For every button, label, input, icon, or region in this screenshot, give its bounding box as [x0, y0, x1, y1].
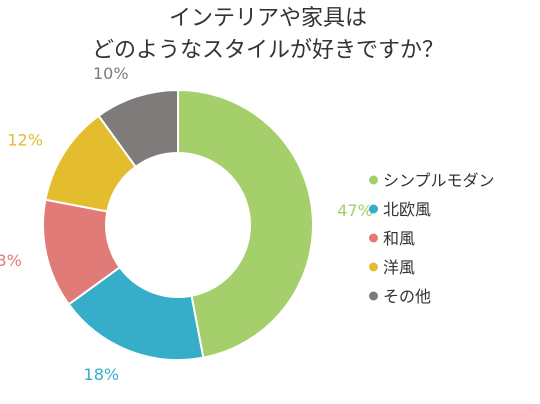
chart-title-line-1: インテリアや家具は	[169, 6, 367, 31]
value-label-1: 47%	[337, 201, 373, 220]
value-label-3: 13%	[0, 251, 22, 270]
legend-label-3: 和風	[383, 229, 415, 248]
slice-5	[97, 88, 179, 169]
value-labels-group: 47% 18% 13% 12% 10%	[0, 64, 373, 384]
value-label-5: 10%	[93, 64, 129, 83]
legend-marker-1	[369, 175, 378, 185]
legend-marker-3	[369, 233, 378, 243]
legend-marker-2	[369, 204, 378, 214]
slices-group	[42, 88, 314, 361]
value-label-2: 18%	[84, 365, 120, 384]
legend-label-1: シンプルモダン	[383, 171, 495, 190]
legend-label-4: 洋風	[383, 258, 415, 277]
legend-marker-5	[369, 291, 378, 301]
chart-title-line-2: どのようなスタイルが好きですか？	[92, 38, 444, 63]
slice-1	[177, 88, 314, 359]
value-label-4: 12%	[7, 130, 43, 149]
legend-marker-4	[369, 262, 378, 272]
legend-label-5: その他	[383, 287, 431, 306]
legend-label-2: 北欧風	[383, 200, 431, 219]
